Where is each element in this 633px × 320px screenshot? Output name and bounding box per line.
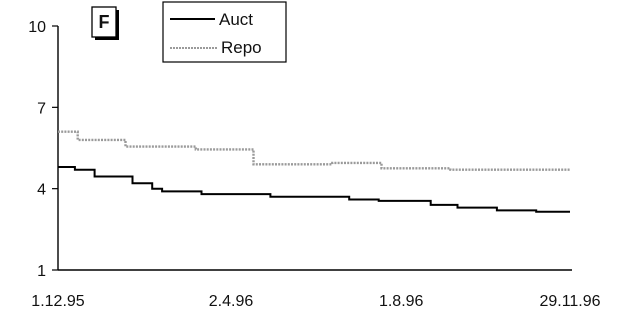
panel-label-shadow-bottom (95, 37, 119, 40)
legend-label-repo: Repo (221, 38, 262, 57)
series-line-auct (58, 166, 570, 213)
y-tick-label: 4 (37, 182, 46, 199)
y-tick-label: 7 (37, 100, 46, 117)
panel-label-shadow (116, 10, 119, 40)
axes (57, 26, 572, 271)
series-layer (58, 130, 570, 213)
x-tick-label: 1.12.95 (31, 293, 84, 310)
y-tick-label: 10 (28, 19, 46, 36)
legend-box (162, 1, 287, 63)
y-ticks: 1 4 7 10 (28, 19, 58, 280)
y-tick-label: 1 (37, 263, 46, 280)
x-ticks: 1.12.95 2.4.96 1.8.96 29.11.96 (31, 293, 600, 310)
panel-label-text: F (99, 12, 110, 32)
panel-label: F (91, 6, 119, 40)
series-line-repo (58, 130, 570, 171)
x-tick-label: 2.4.96 (209, 293, 254, 310)
x-tick-label: 29.11.96 (539, 293, 600, 310)
legend-label-auct: Auct (219, 10, 253, 29)
x-tick-label: 1.8.96 (379, 293, 424, 310)
legend: Auct Repo (162, 1, 287, 63)
